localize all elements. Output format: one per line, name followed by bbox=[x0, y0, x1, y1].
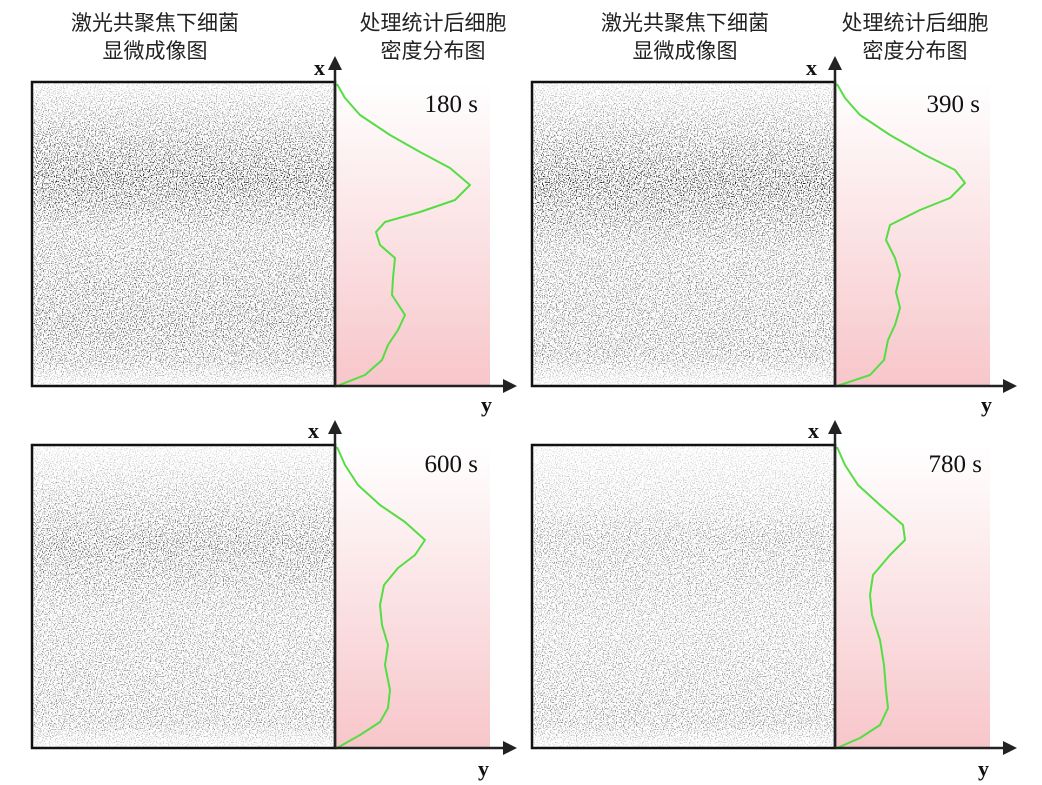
micrograph bbox=[532, 82, 835, 386]
arrow-head bbox=[503, 379, 517, 393]
density-background bbox=[835, 445, 990, 748]
x-axis-label: x bbox=[314, 55, 325, 80]
panel: x y 390 s bbox=[530, 55, 1017, 417]
density-curve bbox=[336, 446, 426, 749]
time-label: 390 s bbox=[927, 91, 980, 118]
density-background bbox=[335, 445, 490, 748]
density-title: 密度分布图 bbox=[381, 39, 486, 63]
x-axis-label: x bbox=[806, 55, 817, 80]
density-curve bbox=[836, 83, 966, 387]
panel: x y 780 s bbox=[530, 418, 1017, 781]
y-axis-label: y bbox=[981, 392, 992, 417]
y-axis-label: y bbox=[978, 756, 989, 781]
panel: x y 180 s bbox=[30, 55, 517, 417]
time-label: 600 s bbox=[425, 451, 478, 478]
arrow-head bbox=[1003, 741, 1017, 755]
image-title: 显微成像图 bbox=[103, 39, 208, 63]
density-curve bbox=[336, 83, 471, 387]
arrow-head bbox=[828, 420, 842, 434]
column-header: 激光共聚焦下细菌 显微成像图 处理统计后细胞 密度分布图 激光共聚焦下细菌 显微… bbox=[71, 11, 989, 63]
panel: x y 600 s bbox=[30, 418, 517, 781]
micrograph bbox=[32, 82, 335, 386]
image-title: 显微成像图 bbox=[633, 39, 738, 63]
x-axis-label: x bbox=[308, 418, 319, 443]
y-axis-label: y bbox=[478, 756, 489, 781]
density-title: 密度分布图 bbox=[863, 39, 968, 63]
y-axis-label: y bbox=[481, 392, 492, 417]
x-axis-label: x bbox=[808, 418, 819, 443]
image-title: 激光共聚焦下细菌 bbox=[601, 11, 769, 35]
arrow-head bbox=[1003, 379, 1017, 393]
micrograph bbox=[532, 445, 835, 748]
arrow-head bbox=[828, 56, 842, 70]
density-title: 处理统计后细胞 bbox=[360, 11, 507, 35]
micrograph bbox=[32, 445, 335, 748]
density-title: 处理统计后细胞 bbox=[842, 11, 989, 35]
density-background bbox=[335, 82, 490, 386]
arrow-head bbox=[328, 420, 342, 434]
arrow-head bbox=[328, 56, 342, 70]
image-title: 激光共聚焦下细菌 bbox=[71, 11, 239, 35]
time-label: 180 s bbox=[425, 91, 478, 118]
time-label: 780 s bbox=[929, 451, 982, 478]
density-background bbox=[835, 82, 990, 386]
arrow-head bbox=[503, 741, 517, 755]
density-curve bbox=[836, 446, 906, 749]
